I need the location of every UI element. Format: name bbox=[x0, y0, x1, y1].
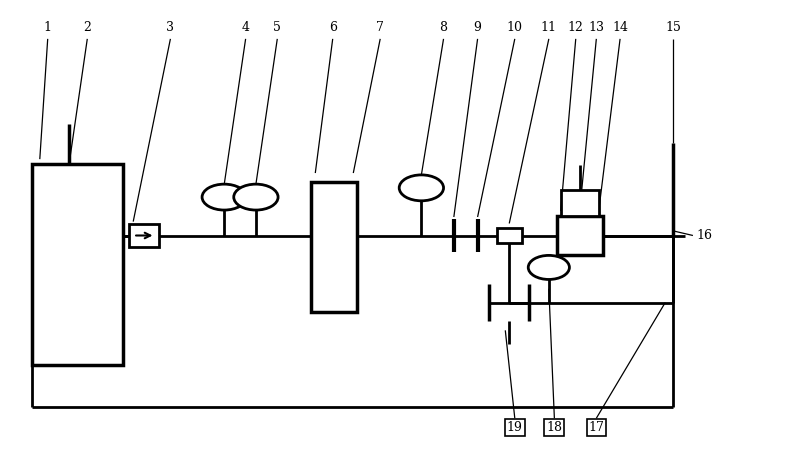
Circle shape bbox=[234, 184, 278, 210]
Bar bbox=[497, 228, 522, 243]
Text: 15: 15 bbox=[665, 21, 681, 34]
Text: 13: 13 bbox=[588, 21, 604, 34]
Text: 11: 11 bbox=[541, 21, 557, 34]
Bar bbox=[561, 190, 598, 216]
Text: 18: 18 bbox=[546, 421, 562, 434]
Text: 14: 14 bbox=[612, 21, 628, 34]
Bar bbox=[32, 164, 123, 365]
Text: 4: 4 bbox=[242, 21, 250, 34]
Text: 19: 19 bbox=[507, 421, 522, 434]
Text: 2: 2 bbox=[83, 21, 91, 34]
Text: 8: 8 bbox=[439, 21, 447, 34]
Circle shape bbox=[202, 184, 246, 210]
Text: 12: 12 bbox=[568, 21, 584, 34]
Bar bbox=[557, 216, 602, 255]
Text: 16: 16 bbox=[697, 229, 713, 242]
Text: 3: 3 bbox=[166, 21, 174, 34]
Text: 10: 10 bbox=[506, 21, 522, 34]
Text: 1: 1 bbox=[44, 21, 52, 34]
Text: 7: 7 bbox=[376, 21, 384, 34]
Text: 9: 9 bbox=[474, 21, 482, 34]
Bar bbox=[130, 224, 159, 247]
Text: 6: 6 bbox=[329, 21, 337, 34]
Text: 17: 17 bbox=[588, 421, 604, 434]
Circle shape bbox=[399, 175, 443, 201]
Circle shape bbox=[528, 255, 570, 279]
Bar bbox=[311, 182, 358, 312]
Text: 5: 5 bbox=[274, 21, 282, 34]
